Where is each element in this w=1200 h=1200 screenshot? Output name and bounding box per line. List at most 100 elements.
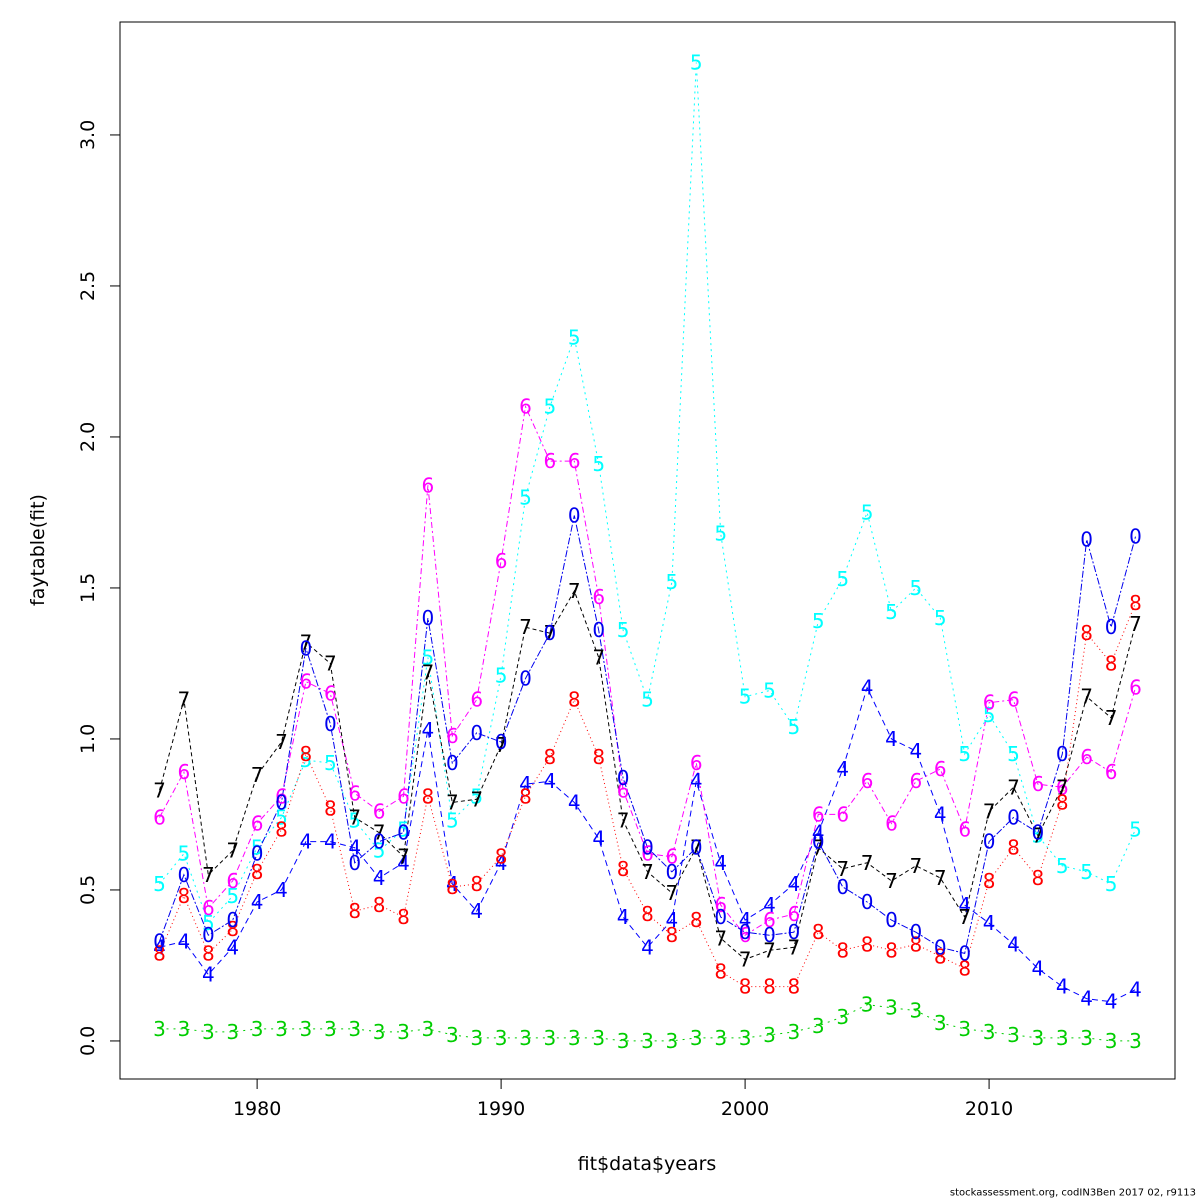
x-tick-label: 1990	[477, 1098, 525, 1120]
point-marker: 8	[495, 845, 508, 869]
point-marker: 6	[641, 842, 654, 866]
point-marker: 0	[690, 836, 703, 860]
point-marker: 8	[153, 941, 166, 965]
point-marker: 6	[470, 688, 483, 712]
point-marker: 0	[861, 890, 874, 914]
point-marker: 8	[348, 899, 361, 923]
point-marker: 7	[202, 863, 215, 887]
point-marker: 6	[885, 812, 898, 836]
point-marker: 5	[836, 567, 849, 591]
point-marker: 3	[934, 1011, 947, 1035]
point-marker: 6	[226, 869, 239, 893]
point-marker: 5	[1080, 860, 1093, 884]
point-marker: 5	[812, 609, 825, 633]
point-marker: 3	[348, 1017, 361, 1041]
y-tick-label: 0.5	[77, 875, 99, 905]
point-marker: 3	[666, 1029, 679, 1053]
point-marker: 6	[397, 784, 410, 808]
point-marker: 7	[763, 938, 776, 962]
point-marker: 8	[714, 959, 727, 983]
point-marker: 7	[495, 733, 508, 757]
point-marker: 7	[934, 866, 947, 890]
point-marker: 0	[544, 621, 557, 645]
point-marker: 4	[617, 905, 630, 929]
point-marker: 7	[324, 651, 337, 675]
y-tick-label: 3.0	[77, 120, 99, 150]
point-marker: 0	[1056, 742, 1069, 766]
point-marker: 4	[373, 866, 386, 890]
point-marker: 4	[397, 851, 410, 875]
point-marker: 3	[251, 1017, 264, 1041]
point-marker: 6	[1056, 775, 1069, 799]
point-marker: 3	[397, 1020, 410, 1044]
point-marker: 3	[958, 1017, 971, 1041]
point-marker: 0	[1080, 528, 1093, 552]
point-marker: 3	[885, 996, 898, 1020]
point-marker: 4	[690, 769, 703, 793]
point-marker: 4	[641, 935, 654, 959]
point-marker: 4	[885, 727, 898, 751]
point-marker: 5	[666, 570, 679, 594]
point-marker: 4	[519, 772, 532, 796]
point-marker: 7	[690, 836, 703, 860]
point-marker: 3	[1105, 1029, 1118, 1053]
point-marker: 6	[1129, 676, 1142, 700]
point-marker: 8	[1032, 866, 1045, 890]
point-marker: 4	[226, 935, 239, 959]
point-marker: 8	[202, 941, 215, 965]
point-marker: 4	[178, 929, 191, 953]
point-marker: 3	[1129, 1029, 1142, 1053]
series-line	[159, 589, 1136, 960]
point-marker: 7	[153, 778, 166, 802]
point-marker: 0	[934, 935, 947, 959]
point-marker: 8	[226, 917, 239, 941]
point-marker: 7	[1129, 612, 1142, 636]
point-marker: 4	[934, 802, 947, 826]
point-marker: 7	[910, 854, 923, 878]
point-marker: 6	[153, 805, 166, 829]
point-marker: 7	[812, 836, 825, 860]
point-marker: 4	[910, 739, 923, 763]
point-marker: 4	[1105, 990, 1118, 1014]
point-marker: 3	[568, 1026, 581, 1050]
point-marker: 3	[910, 999, 923, 1023]
point-marker: 5	[714, 522, 727, 546]
point-marker: 8	[690, 908, 703, 932]
point-marker: 0	[592, 618, 605, 642]
point-marker: 8	[178, 884, 191, 908]
point-marker: 6	[690, 751, 703, 775]
point-marker: 3	[983, 1020, 996, 1044]
point-marker: 5	[617, 618, 630, 642]
point-marker: 7	[1056, 775, 1069, 799]
point-marker: 5	[885, 600, 898, 624]
point-marker: 3	[1032, 1026, 1045, 1050]
point-marker: 0	[1032, 821, 1045, 845]
point-marker: 7	[592, 645, 605, 669]
point-marker: 7	[422, 661, 435, 685]
point-marker: 4	[1056, 975, 1069, 999]
point-marker: 5	[1129, 818, 1142, 842]
point-marker: 4	[495, 851, 508, 875]
point-marker: 3	[422, 1017, 435, 1041]
point-marker: 0	[324, 712, 337, 736]
point-marker: 3	[178, 1017, 191, 1041]
point-marker: 8	[446, 875, 459, 899]
point-marker: 5	[641, 688, 654, 712]
point-marker: 0	[300, 636, 313, 660]
point-marker: 4	[836, 757, 849, 781]
point-marker: 4	[446, 872, 459, 896]
point-marker: 8	[666, 923, 679, 947]
point-marker: 6	[861, 769, 874, 793]
point-marker: 6	[763, 908, 776, 932]
y-axis-label: faytable(fit)	[27, 494, 49, 606]
point-marker: 7	[519, 615, 532, 639]
point-marker: 6	[1032, 772, 1045, 796]
point-marker: 6	[666, 845, 679, 869]
point-marker: 0	[617, 766, 630, 790]
point-marker: 0	[958, 941, 971, 965]
point-marker: 5	[910, 576, 923, 600]
point-marker: 5	[861, 500, 874, 524]
point-marker: 4	[1032, 956, 1045, 980]
point-marker: 6	[1007, 688, 1020, 712]
point-marker: 3	[788, 1020, 801, 1044]
